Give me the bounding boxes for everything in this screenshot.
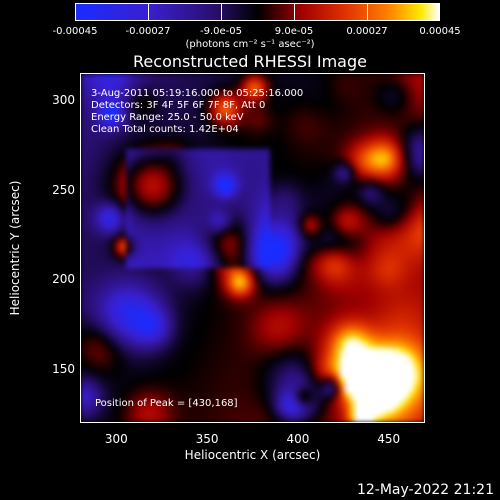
annotation-counts: Clean Total counts: 1.42E+04 — [91, 124, 239, 135]
colorbar-tick-mark — [367, 3, 368, 21]
plot-area: 3-Aug-2011 05:19:16.000 to 05:25:16.000 … — [80, 73, 425, 423]
colorbar-tick-label: 9.0e-05 — [274, 26, 314, 37]
colorbar — [75, 3, 440, 21]
colorbar-tick-mark — [294, 3, 295, 21]
colorbar-tick-label: 0.00027 — [346, 26, 388, 37]
x-tick-label: 400 — [286, 432, 310, 446]
heatmap-image — [81, 74, 424, 422]
colorbar-tick-label: -0.00045 — [52, 26, 98, 37]
colorbar-tick-label: -0.00027 — [125, 26, 171, 37]
y-axis-label: Heliocentric Y (arcsec) — [8, 180, 22, 316]
y-tick-label: 150 — [52, 362, 75, 377]
x-tick-label: 450 — [377, 432, 401, 446]
peak-position-label: Position of Peak = [430,168] — [95, 398, 238, 409]
x-tick-label: 300 — [104, 432, 128, 446]
chart-title: Reconstructed RHESSI Image — [133, 52, 367, 71]
x-axis-label: Heliocentric X (arcsec) — [184, 448, 321, 462]
colorbar-tick-label: 0.00045 — [419, 26, 461, 37]
colorbar-units: (photons cm⁻² s⁻¹ asec⁻²) — [185, 39, 315, 50]
colorbar-tick-label: -9.0e-05 — [200, 26, 242, 37]
y-tick-label: 300 — [52, 92, 75, 107]
y-tick-label: 200 — [52, 272, 75, 287]
colorbar-tick-mark — [148, 3, 149, 21]
annotation-detectors: Detectors: 3F 4F 5F 6F 7F 8F, Att 0 — [91, 100, 266, 111]
x-tick-label: 350 — [195, 432, 219, 446]
colorbar-tick-mark — [221, 3, 222, 21]
annotation-energy: Energy Range: 25.0 - 50.0 keV — [91, 112, 244, 123]
annotation-time: 3-Aug-2011 05:19:16.000 to 05:25:16.000 — [91, 88, 304, 99]
plot-timestamp: 12-May-2022 21:21 — [356, 482, 494, 498]
y-tick-label: 250 — [52, 182, 75, 197]
